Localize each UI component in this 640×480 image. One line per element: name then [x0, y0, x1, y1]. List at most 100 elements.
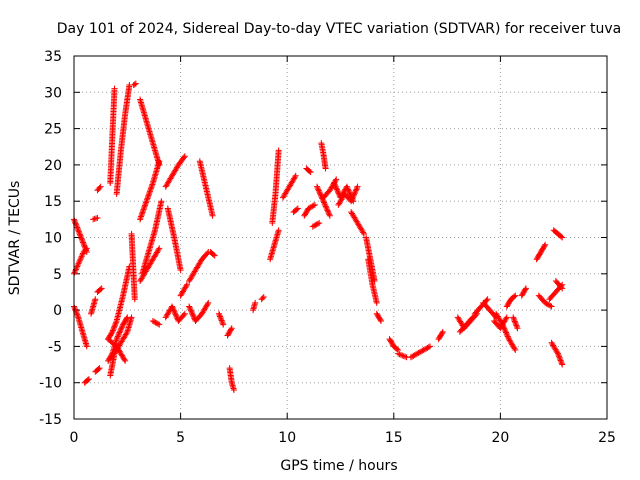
- data-point: [205, 299, 212, 306]
- data-point: [505, 334, 512, 341]
- data-point: [95, 366, 102, 373]
- data-point: [218, 316, 225, 323]
- data-point: [554, 349, 561, 356]
- data-point: [96, 365, 103, 372]
- data-point: [110, 324, 117, 331]
- data-point: [169, 303, 176, 310]
- data-point: [187, 307, 194, 314]
- data-series: [71, 303, 90, 350]
- data-point: [121, 356, 128, 363]
- data-point: [354, 183, 361, 190]
- data-point: [113, 319, 120, 326]
- data-series: [139, 198, 165, 277]
- data-point: [149, 317, 156, 324]
- data-point: [76, 229, 83, 236]
- data-point: [77, 232, 84, 239]
- data-point: [131, 296, 138, 303]
- data-point: [522, 286, 529, 293]
- data-point: [156, 245, 163, 252]
- data-point: [503, 329, 510, 336]
- data-point: [228, 325, 235, 332]
- data-point: [393, 346, 400, 353]
- data-point: [181, 153, 188, 160]
- data-point: [424, 344, 431, 351]
- data-series: [137, 158, 163, 223]
- y-tick-label: 0: [53, 303, 62, 319]
- data-point: [94, 214, 101, 221]
- data-point: [400, 353, 407, 360]
- data-point: [333, 176, 340, 183]
- data-point: [416, 349, 423, 356]
- data-point: [112, 322, 119, 329]
- data-point: [542, 299, 549, 306]
- data-point: [83, 245, 90, 252]
- data-point: [421, 346, 428, 353]
- data-point: [187, 306, 194, 313]
- x-tick-label: 25: [598, 430, 616, 446]
- data-series: [548, 339, 566, 368]
- data-point: [76, 231, 83, 238]
- data-point: [344, 185, 351, 191]
- data-point: [71, 269, 78, 276]
- data-point: [326, 212, 333, 219]
- data-point: [360, 229, 367, 236]
- data-point: [499, 321, 506, 328]
- data-point: [558, 358, 565, 365]
- data-point: [503, 330, 510, 337]
- data-point: [73, 310, 80, 317]
- data-point: [314, 185, 321, 191]
- data-point: [252, 299, 259, 306]
- data-point: [217, 313, 224, 320]
- data-point: [311, 222, 318, 229]
- data-point: [348, 196, 355, 203]
- data-point: [315, 187, 322, 194]
- data-point: [189, 310, 196, 317]
- data-point: [77, 234, 84, 241]
- x-tick-label: 0: [70, 430, 79, 446]
- data-point: [80, 240, 87, 247]
- data-point: [81, 242, 88, 249]
- data-point: [326, 211, 333, 218]
- data-series: [373, 310, 385, 324]
- data-point: [155, 246, 162, 253]
- data-point: [334, 187, 341, 194]
- x-axis-label: GPS time / hours: [280, 458, 397, 474]
- data-point: [316, 188, 323, 195]
- y-tick-label: -15: [39, 412, 62, 428]
- data-point: [511, 317, 518, 324]
- data-point: [513, 323, 520, 330]
- data-series: [94, 183, 104, 194]
- y-tick-label: 20: [44, 158, 62, 174]
- data-series: [493, 310, 519, 354]
- data-series: [207, 249, 218, 259]
- data-point: [71, 304, 78, 311]
- data-point: [335, 189, 342, 196]
- data-point: [230, 386, 237, 393]
- data-point: [559, 285, 566, 292]
- data-series: [269, 147, 282, 226]
- data-point: [557, 356, 564, 363]
- data-series: [149, 317, 163, 328]
- data-series: [71, 245, 90, 277]
- data-series: [550, 227, 566, 241]
- data-series: [107, 85, 118, 187]
- data-point: [402, 353, 409, 360]
- data-point: [186, 304, 193, 311]
- data-point: [74, 224, 81, 231]
- data-point: [112, 320, 119, 327]
- data-point: [305, 205, 312, 212]
- data-point: [396, 351, 403, 358]
- data-point: [324, 207, 331, 214]
- data-point: [399, 352, 406, 359]
- data-point: [334, 186, 341, 193]
- data-point: [118, 325, 125, 332]
- data-point: [498, 320, 505, 327]
- data-point: [512, 347, 519, 354]
- data-point: [548, 303, 555, 310]
- data-point: [312, 222, 319, 229]
- data-point: [352, 188, 359, 195]
- data-series: [81, 376, 92, 386]
- data-point: [183, 281, 190, 288]
- data-point: [72, 306, 79, 313]
- data-series: [279, 172, 299, 201]
